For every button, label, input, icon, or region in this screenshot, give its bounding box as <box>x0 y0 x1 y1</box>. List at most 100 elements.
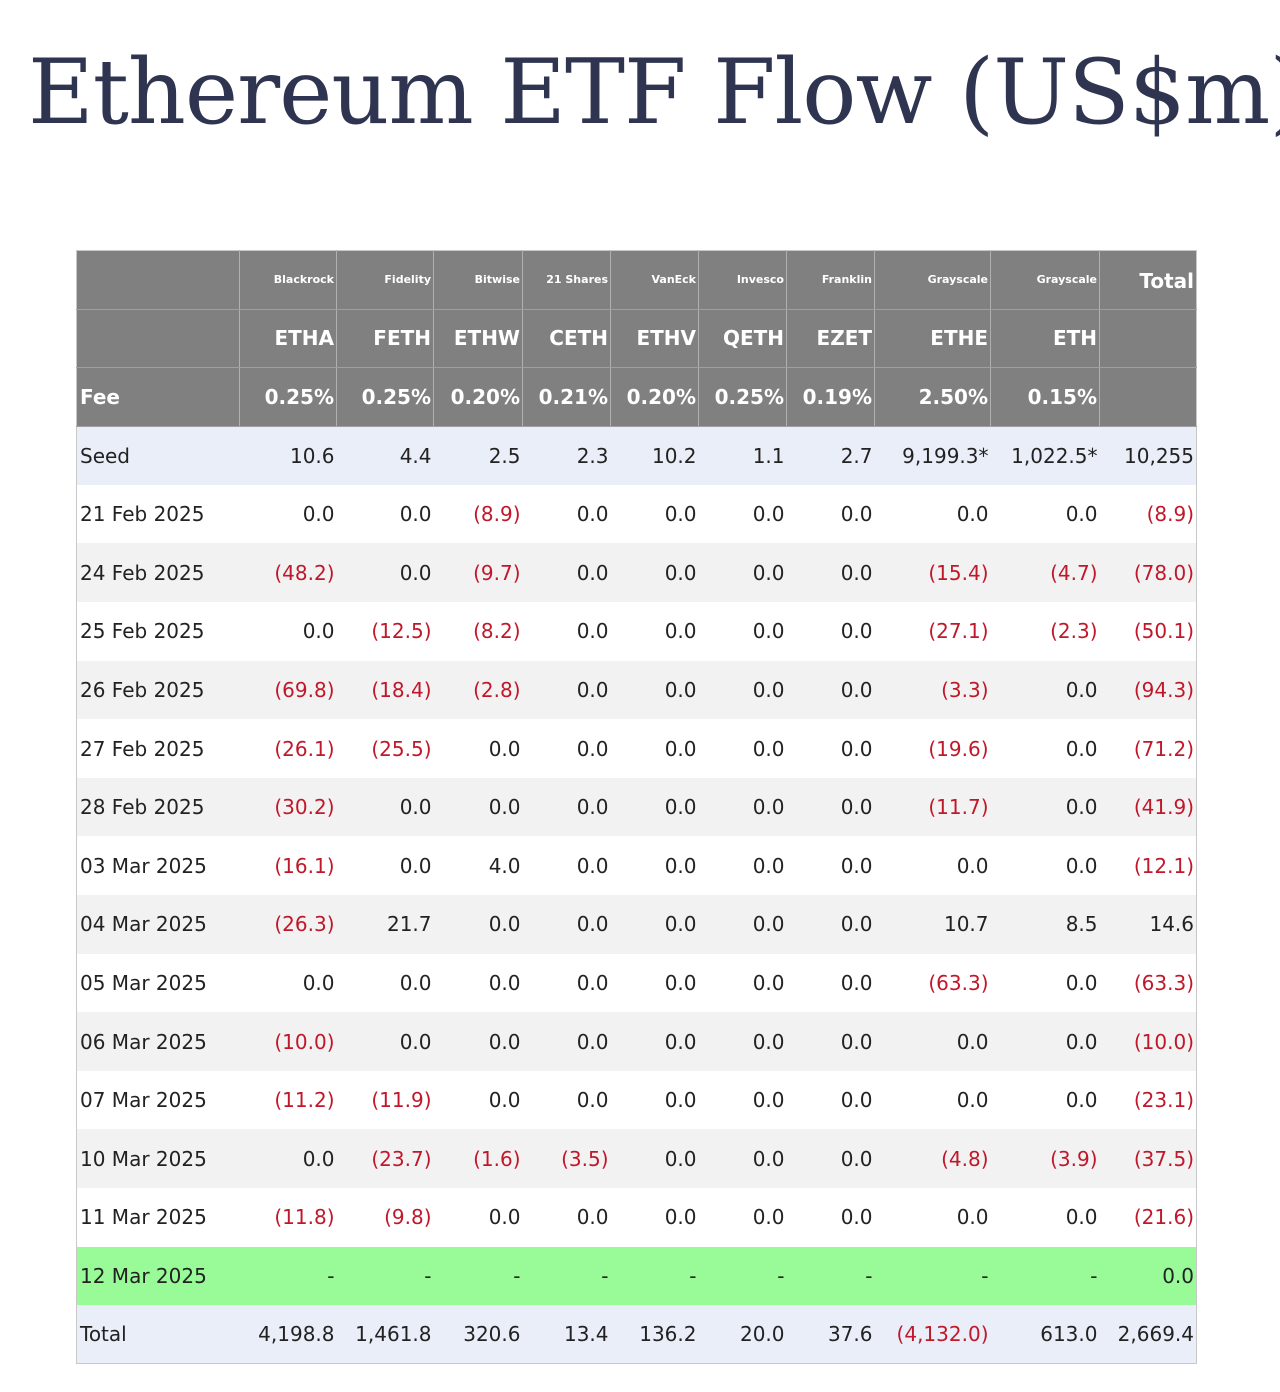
ticker: ETHA <box>239 309 337 369</box>
cell: 1,022.5* <box>990 426 1100 485</box>
cell: (1.6) <box>433 1129 523 1188</box>
cell: 0.0 <box>336 1012 434 1071</box>
cell: 0.0 <box>786 836 875 896</box>
cell: (23.1) <box>1099 1070 1197 1130</box>
cell: 0.0 <box>610 953 699 1013</box>
fee: 0.25% <box>698 367 787 427</box>
issuer: Blackrock <box>239 250 337 310</box>
cell: 0.0 <box>336 953 434 1013</box>
cell: 0.0 <box>610 543 699 603</box>
cell: - <box>698 1246 787 1306</box>
cell: 20.0 <box>698 1305 787 1364</box>
cell: 0.0 <box>786 953 875 1013</box>
cell: (25.5) <box>336 719 434 778</box>
table-row: 24 Feb 2025 (48.2) 0.0 (9.7) 0.0 0.0 0.0 0.0 (15… <box>76 543 1197 603</box>
cell: 0.0 <box>698 1070 787 1130</box>
cell: 0.0 <box>239 484 337 544</box>
ticker: FETH <box>336 309 434 369</box>
cell: 613.0 <box>990 1305 1100 1364</box>
cell: 13.4 <box>522 1305 611 1364</box>
header-cell <box>76 250 240 310</box>
ticker: ETHV <box>610 309 699 369</box>
cell: (12.5) <box>336 602 434 661</box>
issuer: Grayscale <box>874 250 991 310</box>
row-label: Seed <box>76 426 240 485</box>
cell: (15.4) <box>874 543 991 603</box>
cell: 0.0 <box>990 777 1100 837</box>
row-label: 26 Feb 2025 <box>76 660 240 720</box>
header-total: Total <box>1099 250 1197 310</box>
cell: (63.3) <box>874 953 991 1013</box>
cell: 0.0 <box>1099 1246 1197 1306</box>
cell: 0.0 <box>522 543 611 603</box>
row-label: 07 Mar 2025 <box>76 1070 240 1130</box>
cell: (21.6) <box>1099 1188 1197 1247</box>
cell: 0.0 <box>336 777 434 837</box>
table-row: 05 Mar 2025 0.0 0.0 0.0 0.0 0.0 0.0 0.0 (63.3) 0.… <box>76 953 1197 1013</box>
cell: 0.0 <box>786 777 875 837</box>
cell: 0.0 <box>990 836 1100 896</box>
issuer: VanEck <box>610 250 699 310</box>
table-row: 10 Mar 2025 0.0 (23.7) (1.6) (3.5) 0.0 0.0 0.0(… <box>76 1129 1197 1188</box>
cell: 0.0 <box>874 1012 991 1071</box>
cell: (78.0) <box>1099 543 1197 603</box>
cell: (11.7) <box>874 777 991 837</box>
cell: (50.1) <box>1099 602 1197 661</box>
cell: 0.0 <box>610 484 699 544</box>
cell: (2.3) <box>990 602 1100 661</box>
cell: 0.0 <box>786 1188 875 1247</box>
cell: - <box>336 1246 434 1306</box>
cell: - <box>433 1246 523 1306</box>
table-row: Blackrock Fidelity Bitwise 21 Shares VanEck I… <box>76 250 1197 310</box>
header-cell <box>1099 309 1197 369</box>
row-label: 11 Mar 2025 <box>76 1188 240 1247</box>
cell: 0.0 <box>698 1188 787 1247</box>
cell: 0.0 <box>522 602 611 661</box>
cell: 2,669.4 <box>1099 1305 1197 1364</box>
cell: (3.3) <box>874 660 991 720</box>
cell: 0.0 <box>433 777 523 837</box>
cell: (4,132.0) <box>874 1305 991 1364</box>
cell: 0.0 <box>698 836 787 896</box>
ticker: CETH <box>522 309 611 369</box>
header-cell <box>76 309 240 369</box>
table-row: Total 4,198.8 1,461.8 320.6 13.4 136.2 20.0 37.… <box>76 1305 1197 1364</box>
cell: (10.0) <box>239 1012 337 1071</box>
cell: 0.0 <box>786 543 875 603</box>
issuer: Fidelity <box>336 250 434 310</box>
header-cell <box>1099 367 1197 427</box>
cell: (26.1) <box>239 719 337 778</box>
cell: 0.0 <box>786 660 875 720</box>
cell: 0.0 <box>610 836 699 896</box>
table-row: 03 Mar 2025 (16.1) 0.0 4.0 0.0 0.0 0.0 0.0 0.0 0.… <box>76 836 1197 896</box>
cell: (10.0) <box>1099 1012 1197 1071</box>
cell: 0.0 <box>522 777 611 837</box>
cell: 0.0 <box>610 895 699 954</box>
fee: 0.20% <box>610 367 699 427</box>
cell: (16.1) <box>239 836 337 896</box>
table-row: 12 Mar 2025- - - - - - - - -0.0 <box>76 1246 1197 1306</box>
cell: 8.5 <box>990 895 1100 954</box>
cell: 0.0 <box>698 777 787 837</box>
cell: 0.0 <box>610 719 699 778</box>
cell: (9.8) <box>336 1188 434 1247</box>
fee: 0.25% <box>239 367 337 427</box>
row-label: 03 Mar 2025 <box>76 836 240 896</box>
cell: (30.2) <box>239 777 337 837</box>
cell: 0.0 <box>698 953 787 1013</box>
cell: (26.3) <box>239 895 337 954</box>
issuer: 21 Shares <box>522 250 611 310</box>
cell: 0.0 <box>610 1129 699 1188</box>
cell: 136.2 <box>610 1305 699 1364</box>
cell: 10.7 <box>874 895 991 954</box>
title: Ethereum ETF Flow (US$m) <box>28 40 1280 145</box>
cell: 0.0 <box>522 484 611 544</box>
cell: 21.7 <box>336 895 434 954</box>
cell: 0.0 <box>990 1012 1100 1071</box>
row-label: 27 Feb 2025 <box>76 719 240 778</box>
cell: 0.0 <box>698 719 787 778</box>
cell: 0.0 <box>610 660 699 720</box>
cell: 0.0 <box>522 836 611 896</box>
cell: (2.8) <box>433 660 523 720</box>
